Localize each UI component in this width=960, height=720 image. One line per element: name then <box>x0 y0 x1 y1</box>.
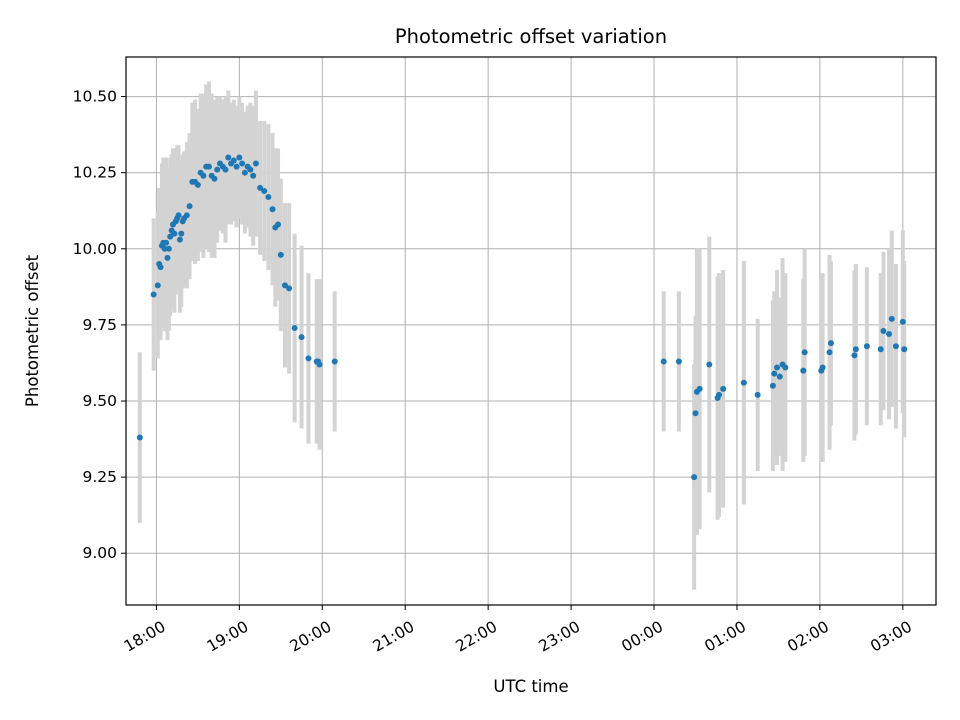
data-point <box>899 318 906 325</box>
data-point <box>171 230 178 237</box>
data-point <box>211 175 218 182</box>
data-point <box>863 343 870 350</box>
data-point <box>250 172 257 179</box>
y-tick-label: 10.00 <box>73 240 117 258</box>
y-axis-title: Photometric offset <box>23 254 42 407</box>
y-tick-label: 9.50 <box>82 392 117 410</box>
y-tick-label: 9.00 <box>82 544 117 562</box>
data-point <box>826 349 833 356</box>
data-point <box>214 166 221 173</box>
data-point <box>167 233 174 240</box>
data-point <box>888 315 895 322</box>
data-point <box>275 221 282 228</box>
data-point <box>305 355 312 362</box>
grid <box>126 57 936 605</box>
data-point <box>754 391 761 398</box>
data-point <box>901 346 908 353</box>
data-point <box>771 370 778 377</box>
data-point <box>136 434 143 441</box>
data-point <box>176 236 183 243</box>
data-point <box>291 324 298 331</box>
data-point <box>852 346 859 353</box>
data-point <box>161 245 168 252</box>
data-point <box>715 391 722 398</box>
data-point <box>851 352 858 359</box>
data-point <box>222 166 229 173</box>
data-point <box>183 212 190 219</box>
data-point <box>175 212 182 219</box>
data-point <box>298 334 305 341</box>
y-axis: 9.00 9.25 9.50 9.75 10.00 10.25 10.50 <box>73 88 126 562</box>
data-point <box>316 361 323 368</box>
x-axis-title: UTC time <box>493 677 568 696</box>
chart-title: Photometric offset variation <box>395 25 667 48</box>
data-point <box>205 163 212 170</box>
data-point <box>165 245 172 252</box>
data-point <box>801 349 808 356</box>
data-point <box>164 254 171 261</box>
data-point <box>281 282 288 289</box>
data-points <box>136 154 908 481</box>
data-point <box>880 328 887 334</box>
data-point <box>720 385 727 392</box>
data-point <box>776 373 783 380</box>
data-point <box>769 382 776 389</box>
y-tick-label: 9.75 <box>82 316 117 334</box>
data-point <box>230 157 237 164</box>
data-point <box>239 160 246 167</box>
data-point <box>819 364 826 371</box>
y-tick-label: 10.25 <box>73 164 117 182</box>
data-point <box>233 163 240 170</box>
data-point <box>827 340 834 347</box>
data-point <box>331 358 338 365</box>
data-point <box>800 367 807 374</box>
data-point <box>877 346 884 353</box>
y-tick-label: 9.25 <box>82 468 117 486</box>
data-point <box>675 358 682 365</box>
data-point <box>186 203 193 210</box>
data-point <box>886 331 893 338</box>
data-point <box>286 285 293 292</box>
data-point <box>696 385 703 392</box>
data-point <box>782 364 789 371</box>
data-point <box>692 410 699 417</box>
data-point <box>154 282 161 289</box>
data-point <box>163 239 170 246</box>
data-point <box>265 194 272 201</box>
data-point <box>660 358 667 365</box>
data-point <box>691 474 698 481</box>
data-point <box>706 361 713 368</box>
data-point <box>257 184 264 191</box>
data-point <box>157 264 164 271</box>
data-point <box>178 230 185 237</box>
data-point <box>774 364 781 371</box>
data-point <box>261 187 268 194</box>
data-point <box>269 206 276 213</box>
data-point <box>150 291 157 298</box>
data-point <box>252 160 259 167</box>
data-point <box>236 154 243 161</box>
data-point <box>247 166 254 173</box>
data-point <box>892 343 899 350</box>
y-tick-label: 10.50 <box>73 88 117 106</box>
plot-frame <box>125 56 937 606</box>
data-point <box>225 154 232 161</box>
data-point <box>241 169 248 176</box>
data-point <box>200 172 207 179</box>
data-point <box>277 251 284 258</box>
data-point <box>194 181 201 188</box>
data-point <box>740 379 747 386</box>
